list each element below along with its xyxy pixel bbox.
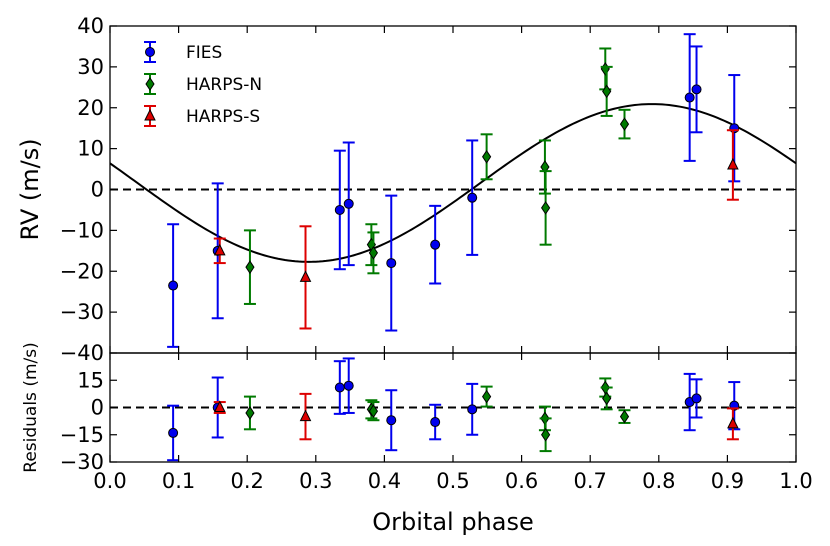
x-tick-label: 1.0 bbox=[779, 469, 812, 493]
rv-y-ticks: −40 −30 −20 −10 0 10 20 30 40 bbox=[60, 14, 796, 365]
x-tick-label: 0.9 bbox=[711, 469, 744, 493]
fies-rv-point bbox=[386, 258, 397, 269]
residuals-data-points bbox=[167, 357, 741, 462]
rv-panel: −40 −30 −20 −10 0 10 20 30 40 bbox=[60, 14, 797, 365]
harps-n-rv-point bbox=[619, 117, 630, 132]
x-tick-label: 0.4 bbox=[368, 469, 401, 493]
legend-harps-n-label: HARPS-N bbox=[186, 75, 262, 95]
rv-y-tick-label: 40 bbox=[77, 14, 104, 38]
legend-fies-marker bbox=[145, 47, 155, 57]
x-axis-label: Orbital phase bbox=[372, 508, 534, 536]
fies-residual-point bbox=[430, 417, 441, 428]
harps-n-residual-point bbox=[245, 406, 255, 420]
rv-y-tick-label: 10 bbox=[77, 137, 104, 161]
rv-y-tick-label: 30 bbox=[77, 55, 104, 79]
harps-s-residual-point bbox=[727, 416, 739, 429]
legend-harps-s-label: HARPS-S bbox=[186, 107, 260, 127]
rv-y-tick-label: 0 bbox=[91, 178, 104, 202]
harps-n-rv-point bbox=[602, 84, 612, 99]
fies-residual-point bbox=[168, 427, 179, 438]
x-tick-label: 0.1 bbox=[162, 469, 195, 493]
harps-n-residual-point bbox=[368, 404, 379, 419]
harps-n-residual-point bbox=[541, 427, 551, 442]
harps-n-rv-point bbox=[482, 149, 492, 164]
residuals-y-tick-label: −15 bbox=[60, 423, 104, 447]
rv-y-tick-label: −20 bbox=[60, 259, 104, 283]
harps-s-residual-point bbox=[299, 409, 312, 422]
harps-s-rv-point bbox=[727, 157, 739, 170]
fies-residual-point bbox=[386, 415, 397, 426]
x-tick-label: 0.7 bbox=[573, 469, 606, 493]
rv-y-tick-label: −10 bbox=[60, 218, 104, 242]
x-tick-label: 0.2 bbox=[230, 469, 263, 493]
harps-s-rv-point bbox=[213, 243, 226, 256]
harps-n-rv-point bbox=[600, 62, 610, 76]
harps-n-rv-point bbox=[368, 245, 379, 260]
harps-s-residual-point bbox=[213, 400, 226, 412]
residuals-y-tick-label: 0 bbox=[91, 396, 104, 420]
residuals-panel: −30 −15 0 15 bbox=[60, 352, 797, 474]
harps-s-rv-point bbox=[299, 270, 312, 282]
harps-n-rv-point bbox=[245, 260, 255, 275]
fies-rv-point bbox=[684, 92, 695, 103]
fies-rv-point bbox=[691, 84, 702, 95]
harps-n-rv-point bbox=[541, 200, 551, 215]
x-tick-label: 0.5 bbox=[436, 469, 469, 493]
rv-y-tick-label: −40 bbox=[60, 341, 104, 365]
fies-rv-point bbox=[168, 280, 179, 291]
fies-residual-point bbox=[691, 393, 702, 404]
fies-rv-point bbox=[430, 239, 441, 250]
legend-fies-label: FIES bbox=[186, 43, 222, 63]
legend: FIES HARPS-N HARPS-S bbox=[144, 41, 262, 127]
residuals-y-tick-label: 15 bbox=[77, 368, 104, 392]
residuals-axis-label: Residuals (m/s) bbox=[21, 342, 41, 472]
harps-n-residual-point bbox=[619, 409, 630, 424]
fies-residual-point bbox=[343, 380, 354, 391]
x-tick-label: 0.6 bbox=[505, 469, 538, 493]
x-tick-label: 0.0 bbox=[93, 469, 126, 493]
rv-y-tick-label: −30 bbox=[60, 300, 104, 324]
x-tick-label: 0.8 bbox=[642, 469, 675, 493]
x-tick-label: 0.3 bbox=[299, 469, 332, 493]
harps-n-residual-point bbox=[482, 389, 492, 404]
legend-harps-s-marker bbox=[144, 108, 156, 121]
x-axis-ticks: 0.0 0.1 0.2 0.3 0.4 0.5 0.6 0.7 0.8 0.9 1.0 bbox=[93, 26, 813, 493]
harps-n-residual-point bbox=[602, 391, 612, 406]
fies-residual-point bbox=[467, 404, 478, 415]
residuals-y-tick-label: −30 bbox=[60, 450, 104, 474]
rv-y-tick-label: 20 bbox=[77, 96, 104, 120]
rv-data-points bbox=[167, 33, 741, 348]
fies-residual-point bbox=[334, 382, 345, 393]
legend-harps-n-marker bbox=[145, 77, 155, 91]
fies-rv-point bbox=[334, 204, 345, 215]
residuals-y-ticks: −30 −15 0 15 bbox=[60, 368, 796, 474]
fies-rv-point bbox=[729, 123, 740, 134]
rv-axis-label: RV (m/s) bbox=[16, 138, 44, 240]
fies-rv-point bbox=[467, 192, 478, 203]
fies-rv-point bbox=[343, 198, 354, 209]
